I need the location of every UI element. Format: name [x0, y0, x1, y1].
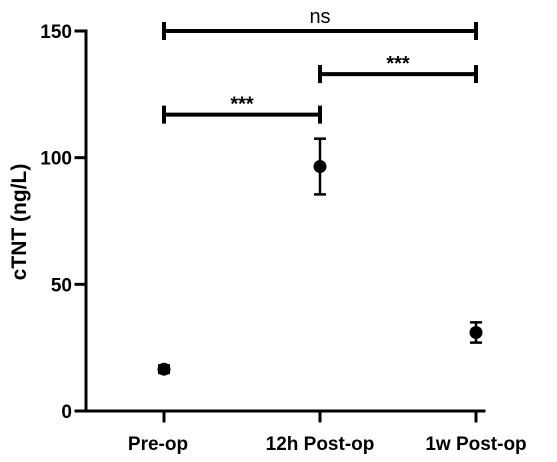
y-tick-label-50: 50 — [51, 275, 72, 296]
data-marks — [157, 137, 483, 376]
x-tick-label-2: 1w Post-op — [425, 434, 526, 455]
data-point-2 — [469, 325, 483, 339]
y-tick-label-0: 0 — [61, 402, 72, 423]
axes: 0 50 100 150 Pre-op 12h Post-op 1w Post-op — [40, 22, 526, 455]
y-axis-label: cTNT (ng/L) — [8, 164, 31, 281]
sig-label-1: *** — [386, 53, 410, 75]
y-tick-label-150: 150 — [40, 22, 72, 43]
x-tick-label-0: Pre-op — [128, 434, 188, 455]
sig-label-0: ns — [309, 6, 330, 28]
y-tick-label-100: 100 — [40, 149, 72, 170]
data-point-1 — [313, 160, 327, 174]
x-tick-label-1: 12h Post-op — [266, 434, 375, 455]
data-point-0 — [157, 362, 171, 376]
significance-brackets: ns *** *** — [162, 6, 478, 124]
sig-label-2: *** — [230, 94, 254, 116]
